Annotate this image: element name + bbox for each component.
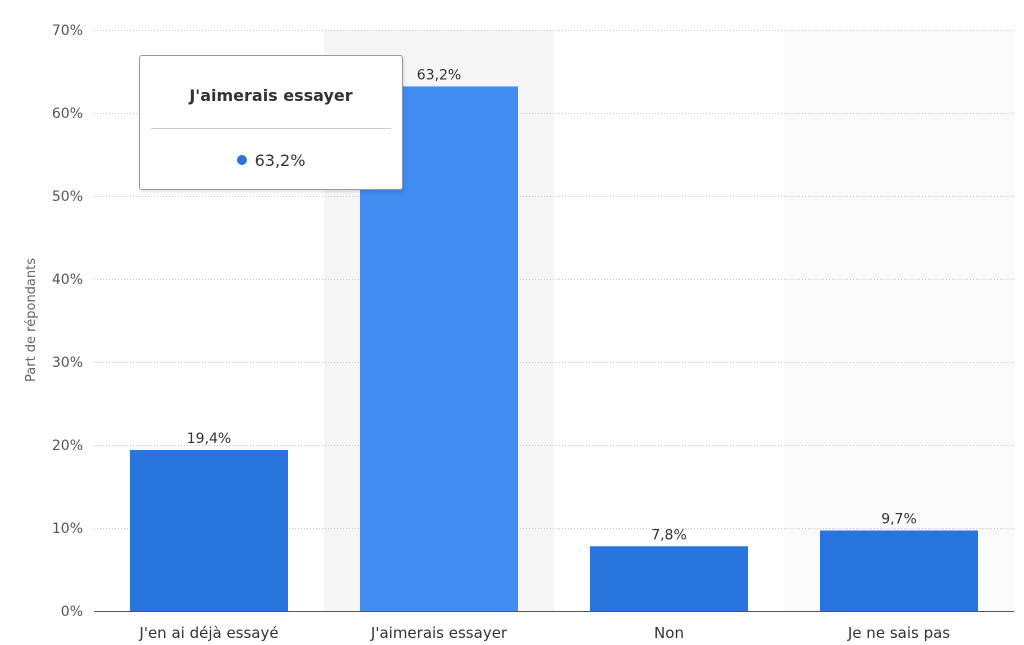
bar[interactable] xyxy=(130,449,288,611)
data-label: 7,8% xyxy=(651,527,687,543)
y-tick-labels: 0% 10% 20% 30% 40% 50% 60% 70% xyxy=(52,23,83,620)
y-tick-label: 50% xyxy=(52,189,83,205)
data-label: 9,7% xyxy=(881,511,917,527)
x-tick-label: Je ne sais pas xyxy=(847,624,950,642)
x-tick-label: J'aimerais essayer xyxy=(370,624,508,642)
data-labels: 19,4% 63,2% 7,8% 9,7% xyxy=(187,67,917,543)
x-tick-label: J'en ai déjà essayé xyxy=(138,624,278,642)
tooltip-divider xyxy=(151,128,391,129)
x-tick-label: Non xyxy=(654,624,684,642)
data-label: 19,4% xyxy=(187,431,231,447)
tooltip: J'aimerais essayer 63,2% xyxy=(139,55,403,190)
y-tick-label: 40% xyxy=(52,272,83,288)
y-tick-label: 70% xyxy=(52,23,83,39)
tooltip-value-row: 63,2% xyxy=(140,151,402,170)
tooltip-title: J'aimerais essayer xyxy=(189,86,353,105)
data-label: 63,2% xyxy=(417,67,461,83)
y-tick-label: 10% xyxy=(52,521,83,537)
y-tick-label: 20% xyxy=(52,438,83,454)
x-category-labels: J'en ai déjà essayé J'aimerais essayer Non… xyxy=(138,624,950,642)
y-tick-label: 60% xyxy=(52,106,83,122)
bar[interactable] xyxy=(590,546,748,611)
y-axis-title: Part de répondants xyxy=(24,258,39,382)
bar[interactable] xyxy=(820,530,978,611)
y-tick-label: 0% xyxy=(61,604,83,620)
y-tick-label: 30% xyxy=(52,355,83,371)
tooltip-value: 63,2% xyxy=(254,151,306,170)
category-band xyxy=(784,30,1014,611)
tooltip-series-dot xyxy=(236,155,247,165)
